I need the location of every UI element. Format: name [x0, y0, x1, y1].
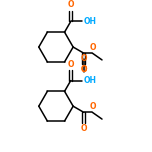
Text: OH: OH: [83, 76, 96, 85]
Text: O: O: [81, 124, 87, 133]
Text: O: O: [90, 43, 96, 52]
Text: O: O: [81, 54, 87, 63]
Text: O: O: [81, 65, 87, 74]
Text: O: O: [90, 102, 96, 111]
Text: O: O: [81, 65, 87, 74]
Text: O: O: [67, 0, 74, 9]
Text: O: O: [67, 60, 74, 69]
Text: OH: OH: [83, 17, 96, 26]
